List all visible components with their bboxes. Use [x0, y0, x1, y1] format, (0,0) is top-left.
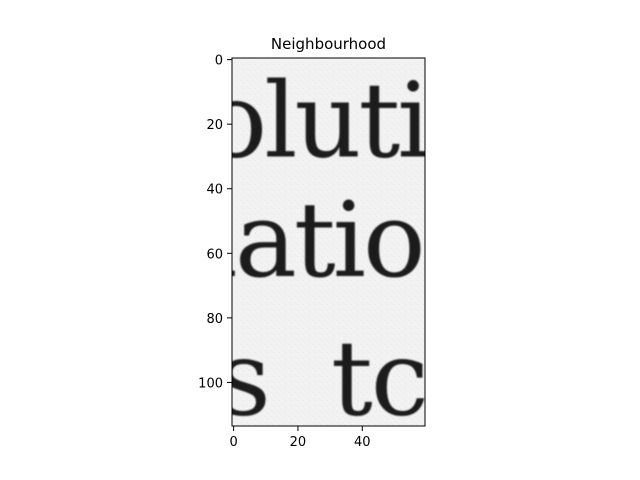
paper-background — [232, 58, 425, 426]
y-tick-label: 40 — [206, 183, 223, 198]
axes-frame — [231, 57, 426, 427]
scanned-text-line: latio — [205, 179, 423, 301]
y-tick-label: 60 — [206, 247, 223, 262]
scanned-text-line: oluti — [205, 59, 429, 181]
chart-title: Neighbourhood — [271, 35, 386, 53]
y-tick-label: 100 — [198, 376, 223, 391]
x-axis: 0 20 40 — [229, 426, 371, 450]
y-tick-label: 20 — [206, 118, 223, 133]
y-tick-label: 0 — [215, 54, 223, 69]
scanned-text-line: s tc — [218, 318, 428, 440]
x-tick-label: 0 — [229, 435, 237, 450]
x-tick-label: 20 — [290, 435, 307, 450]
y-axis: 0 20 40 60 80 100 — [198, 54, 232, 391]
x-tick-label: 40 — [354, 435, 371, 450]
y-tick-label: 80 — [206, 312, 223, 327]
